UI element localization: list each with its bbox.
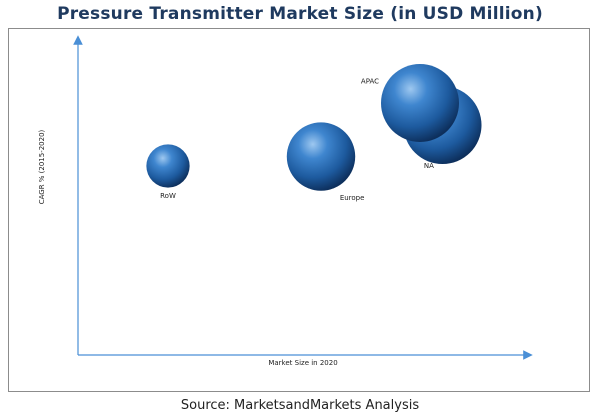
bubble-label-europe: Europe — [340, 194, 365, 202]
bubble-row — [146, 144, 190, 188]
bubble-label-row: RoW — [160, 192, 176, 200]
x-axis-label: Market Size in 2020 — [268, 359, 337, 367]
bubble-apac — [381, 64, 459, 142]
bubble-series — [146, 64, 482, 191]
source-note: Source: MarketsandMarkets Analysis — [180, 398, 420, 413]
chart-title: Pressure Transmitter Market Size (in USD… — [57, 4, 543, 24]
bubble-label-na: NA — [424, 162, 434, 170]
bubble-label-apac: APAC — [361, 78, 379, 86]
y-axis-label: CAGR % (2015-2020) — [38, 129, 46, 204]
bubble-europe — [286, 122, 356, 191]
chart-frame — [8, 28, 590, 392]
bubble-labels: RoW Europe NA APAC — [160, 78, 434, 202]
